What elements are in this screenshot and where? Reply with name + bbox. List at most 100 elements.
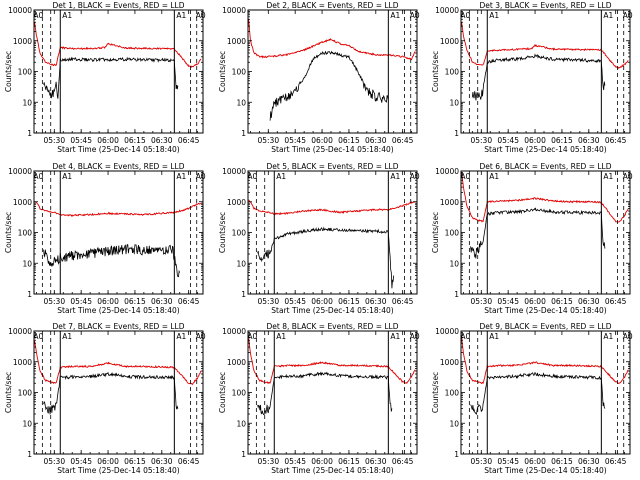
x-tick-label: 05:30 [470,297,492,306]
x-tick-label: 06:00 [524,457,546,466]
y-tick-label: 1000 [227,37,246,46]
attenuator-label: A0 [196,11,206,20]
x-tick-label: 05:45 [284,136,306,145]
y-tick-label: 1 [241,450,246,459]
x-axis-label: Start Time (25-Dec-14 05:18:40) [57,145,179,154]
x-tick-label: 05:45 [284,457,306,466]
x-tick-label: 05:45 [70,297,92,306]
x-tick-label: 05:30 [43,297,65,306]
events-series [43,244,181,278]
detector-panel: A1 A0 1 10 100 1000 10000 05:30 05:45 06:00 06:15 0… [218,1,420,154]
y-axis-label: Counts/sec [218,51,227,92]
x-axis-label: Start Time (25-Dec-14 05:18:40) [484,306,606,315]
y-tick-label: 10 [236,419,246,428]
y-tick-label: 1000 [440,198,459,207]
y-tick-label: 100 [18,229,33,238]
attenuator-label: A1 [276,172,286,181]
y-tick-label: 100 [445,229,460,238]
attenuator-label: A0 [247,172,257,181]
lld-series [34,21,202,69]
panel-title: Det 6, BLACK = Events, RED = LLD [479,162,611,171]
y-tick-label: 10000 [222,327,246,336]
y-tick-label: 100 [232,229,247,238]
attenuator-label: A1 [176,172,186,181]
y-tick-label: 1 [27,450,32,459]
x-tick-label: 05:45 [70,136,92,145]
plot-frame [247,330,418,455]
events-series [43,56,179,99]
y-tick-label: 1 [454,129,459,138]
y-axis-label: Counts/sec [431,51,440,92]
attenuator-label: A0 [623,332,633,341]
y-tick-label: 10 [236,98,246,107]
attenuator-label: A0 [196,332,206,341]
x-tick-label: 05:45 [70,457,92,466]
x-tick-label: 06:15 [551,136,573,145]
events-series [470,371,606,415]
x-tick-label: 06:30 [151,297,173,306]
lld-series [34,340,202,386]
x-tick-label: 06:30 [365,136,387,145]
y-axis-label: Counts/sec [4,372,13,413]
y-tick-label: 10000 [435,327,459,336]
y-axis-label: Counts/sec [431,212,440,253]
attenuator-label: A0 [196,172,206,181]
x-tick-label: 06:15 [338,297,360,306]
panel-title: Det 5, BLACK = Events, RED = LLD [266,162,398,171]
attenuator-label: A1 [390,172,400,181]
plot-frame [247,9,418,134]
x-tick-label: 05:30 [470,136,492,145]
x-tick-label: 06:15 [124,457,146,466]
y-axis-label: Counts/sec [4,212,13,253]
detector-panel: A0 A1 A1 A0 1 10 100 1000 10000 05:30 05:45 06:00 06… [431,1,633,154]
y-tick-label: 10000 [8,327,32,336]
x-tick-label: 06:00 [311,136,333,145]
y-tick-label: 100 [18,389,33,398]
attenuator-label: A1 [62,11,72,20]
x-tick-label: 06:00 [97,457,119,466]
panel-title: Det 9, BLACK = Events, RED = LLD [479,322,611,331]
x-tick-label: 06:15 [551,297,573,306]
y-tick-label: 100 [232,68,247,77]
y-tick-label: 10 [22,419,32,428]
attenuator-label: A0 [33,172,43,181]
y-axis-label: Counts/sec [218,372,227,413]
y-tick-label: 1000 [13,37,32,46]
y-tick-label: 1 [454,450,459,459]
attenuator-label: A1 [489,332,499,341]
lld-series [34,201,202,217]
y-tick-label: 1 [27,290,32,299]
x-tick-label: 06:00 [524,297,546,306]
panel-title: Det 8, BLACK = Events, RED = LLD [266,322,398,331]
y-tick-label: 1000 [440,37,459,46]
attenuator-label: A1 [62,172,72,181]
x-tick-label: 06:45 [605,136,627,145]
x-axis-label: Start Time (25-Dec-14 05:18:40) [484,145,606,154]
x-tick-label: 05:30 [43,136,65,145]
attenuator-label: A1 [603,172,613,181]
events-series [269,50,389,121]
y-tick-label: 1000 [227,358,246,367]
attenuator-label: A0 [460,332,470,341]
y-tick-label: 10 [449,98,459,107]
x-tick-label: 06:15 [338,457,360,466]
detector-panel: A0 A1 A1 A0 1 10 100 1000 10000 05:30 05:45 06:00 06… [4,322,206,475]
lld-series [461,337,629,385]
attenuator-label: A1 [276,332,286,341]
y-tick-label: 10000 [435,167,459,176]
x-tick-label: 06:00 [524,136,546,145]
y-tick-label: 1000 [227,198,246,207]
y-tick-label: 1000 [13,358,32,367]
x-axis-label: Start Time (25-Dec-14 05:18:40) [271,306,393,315]
x-tick-label: 05:45 [497,297,519,306]
attenuator-label: A1 [390,332,400,341]
detector-panel: A0 A1 A1 A0 1 10 100 1000 10000 05:30 05:45 06:00 06… [218,162,420,315]
x-tick-label: 06:30 [578,136,600,145]
y-tick-label: 100 [232,389,247,398]
plot-frame [460,170,631,295]
x-tick-label: 05:30 [257,457,279,466]
x-tick-label: 06:30 [151,457,173,466]
y-tick-label: 100 [445,389,460,398]
attenuator-label: A0 [623,11,633,20]
